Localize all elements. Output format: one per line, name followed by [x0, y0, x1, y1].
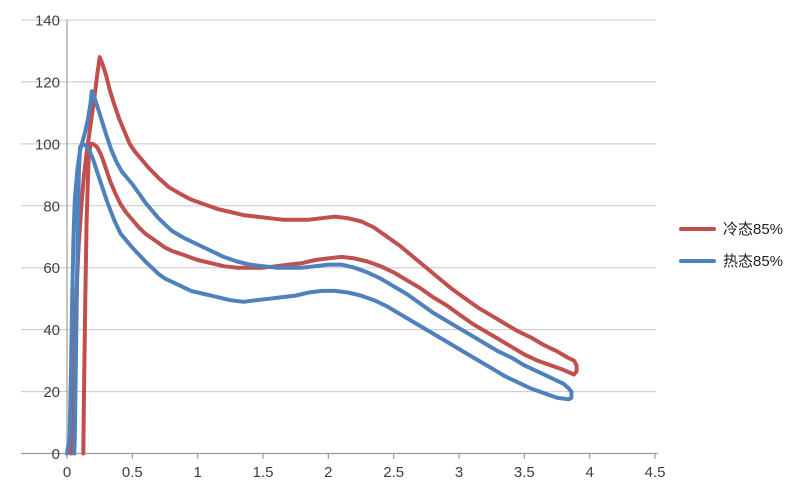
x-tick-label-2.5: 2.5: [383, 464, 404, 481]
x-tick-label-4: 4: [586, 464, 594, 481]
legend-cold-label: 冷态85%: [723, 221, 784, 238]
legend-item-hot: 热态85%: [679, 251, 783, 270]
legend-cold-line-icon: [679, 226, 716, 231]
x-tick-label-0.5: 0.5: [122, 464, 143, 481]
legend-hot-label: 热态85%: [723, 253, 784, 270]
x-tick-label-0: 0: [63, 464, 71, 481]
y-tick-label-120: 120: [35, 74, 60, 91]
y-tick-label-100: 100: [35, 136, 60, 153]
y-tick-label-60: 60: [43, 260, 60, 277]
x-tick-label-3: 3: [455, 464, 463, 481]
legend-item-cold: 冷态85%: [679, 219, 783, 238]
y-tick-label-80: 80: [43, 198, 60, 215]
chart-legend: 冷态85% 热态85%: [679, 219, 783, 270]
y-tick-label-0: 0: [52, 446, 60, 463]
y-tick-label-40: 40: [43, 322, 60, 339]
x-tick-label-2: 2: [324, 464, 332, 481]
x-tick-label-4.5: 4.5: [645, 464, 666, 481]
x-tick-label-1.5: 1.5: [253, 464, 274, 481]
series-line-0: [68, 55, 579, 456]
x-tick-label-3.5: 3.5: [514, 464, 535, 481]
legend-hot-line-icon: [679, 258, 716, 263]
y-tick-label-20: 20: [43, 384, 60, 401]
x-tick-label-1: 1: [193, 464, 201, 481]
y-tick-label-140: 140: [35, 13, 60, 30]
series-line-1: [65, 89, 574, 456]
